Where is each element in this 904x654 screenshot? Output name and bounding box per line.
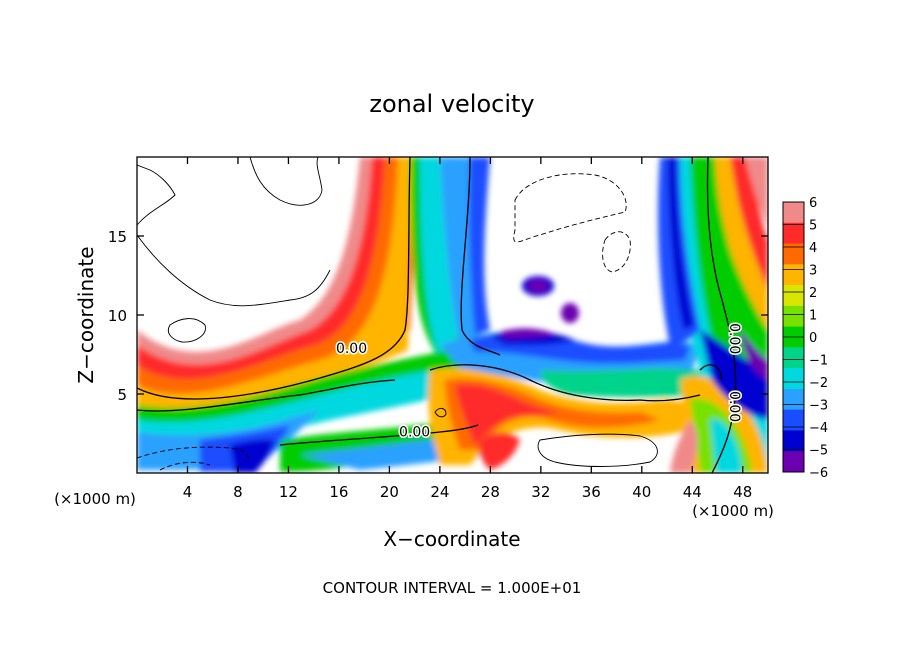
contour-interval-note: CONTOUR INTERVAL = 1.000E+01 <box>323 579 582 597</box>
colorbar-tick-label: −4 <box>809 421 828 436</box>
y-tick-label: 10 <box>108 307 127 325</box>
contour-label: 0.00 <box>726 391 742 422</box>
colorbar-tick-label: 4 <box>809 241 817 256</box>
x-tick-label: 44 <box>683 483 702 501</box>
colorbar-tick-label: 2 <box>809 286 817 301</box>
colorbar-tick-label: −6 <box>809 466 828 481</box>
colorbar-swatch <box>783 202 804 224</box>
colorbar-swatch <box>783 368 804 390</box>
colorbar-swatch <box>783 347 804 369</box>
x-tick-label: 20 <box>380 483 399 501</box>
chart-title: zonal velocity <box>369 90 534 118</box>
x-tick-label: 36 <box>582 483 601 501</box>
x-tick-label: 48 <box>733 483 752 501</box>
x-tick-label: 24 <box>430 483 449 501</box>
velocity-field: 0.00 0.00 0.00 0.00 <box>137 157 768 473</box>
colorbar-swatch <box>783 243 804 265</box>
x-axis-label: X−coordinate <box>383 527 520 551</box>
y-axis-label: Z−coordinate <box>74 246 98 383</box>
contour-label: 0.00 <box>399 425 430 441</box>
colorbar-tick-label: −2 <box>809 376 828 391</box>
y-tick-label: 15 <box>108 228 127 246</box>
y-axis: 5 10 15 <box>108 228 768 404</box>
contour-label: 0.00 <box>336 341 367 357</box>
colorbar-swatch <box>783 264 804 286</box>
colorbar-tick-label: 0 <box>809 331 817 346</box>
colorbar-swatch <box>783 222 804 245</box>
colorbar-tick-label: 5 <box>809 219 817 234</box>
colorbar-tick-label: 6 <box>809 196 817 211</box>
x-tick-label: 28 <box>481 483 500 501</box>
y-tick-label: 5 <box>117 386 127 404</box>
colorbar-swatch <box>783 409 804 431</box>
colorbar: 6 5 4 3 2 1 0 −1 −2 −3 −4 −5 −6 <box>782 196 828 481</box>
colorbar-swatch <box>783 451 804 473</box>
x-tick-label: 40 <box>632 483 651 501</box>
x-axis: 4 8 12 16 20 24 28 32 36 40 44 48 <box>183 157 752 501</box>
x-unit-right: (×1000 m) <box>692 502 774 520</box>
colorbar-swatch <box>783 305 804 328</box>
colorbar-tick-label: −1 <box>809 354 828 369</box>
colorbar-tick-label: 1 <box>809 309 817 324</box>
colorbar-tick-label: −3 <box>809 399 828 414</box>
colorbar-swatch <box>783 285 804 307</box>
contour-label: 0.00 <box>726 323 742 354</box>
x-tick-label: 32 <box>531 483 550 501</box>
colorbar-swatch <box>783 388 804 411</box>
colorbar-swatch <box>783 430 804 452</box>
colorbar-tick-label: 3 <box>809 264 817 279</box>
x-tick-label: 4 <box>183 483 193 501</box>
x-tick-label: 16 <box>329 483 348 501</box>
x-unit-left: (×1000 m) <box>54 490 136 508</box>
colorbar-tick-label: −5 <box>809 444 828 459</box>
x-tick-label: 12 <box>279 483 298 501</box>
x-tick-label: 8 <box>233 483 243 501</box>
